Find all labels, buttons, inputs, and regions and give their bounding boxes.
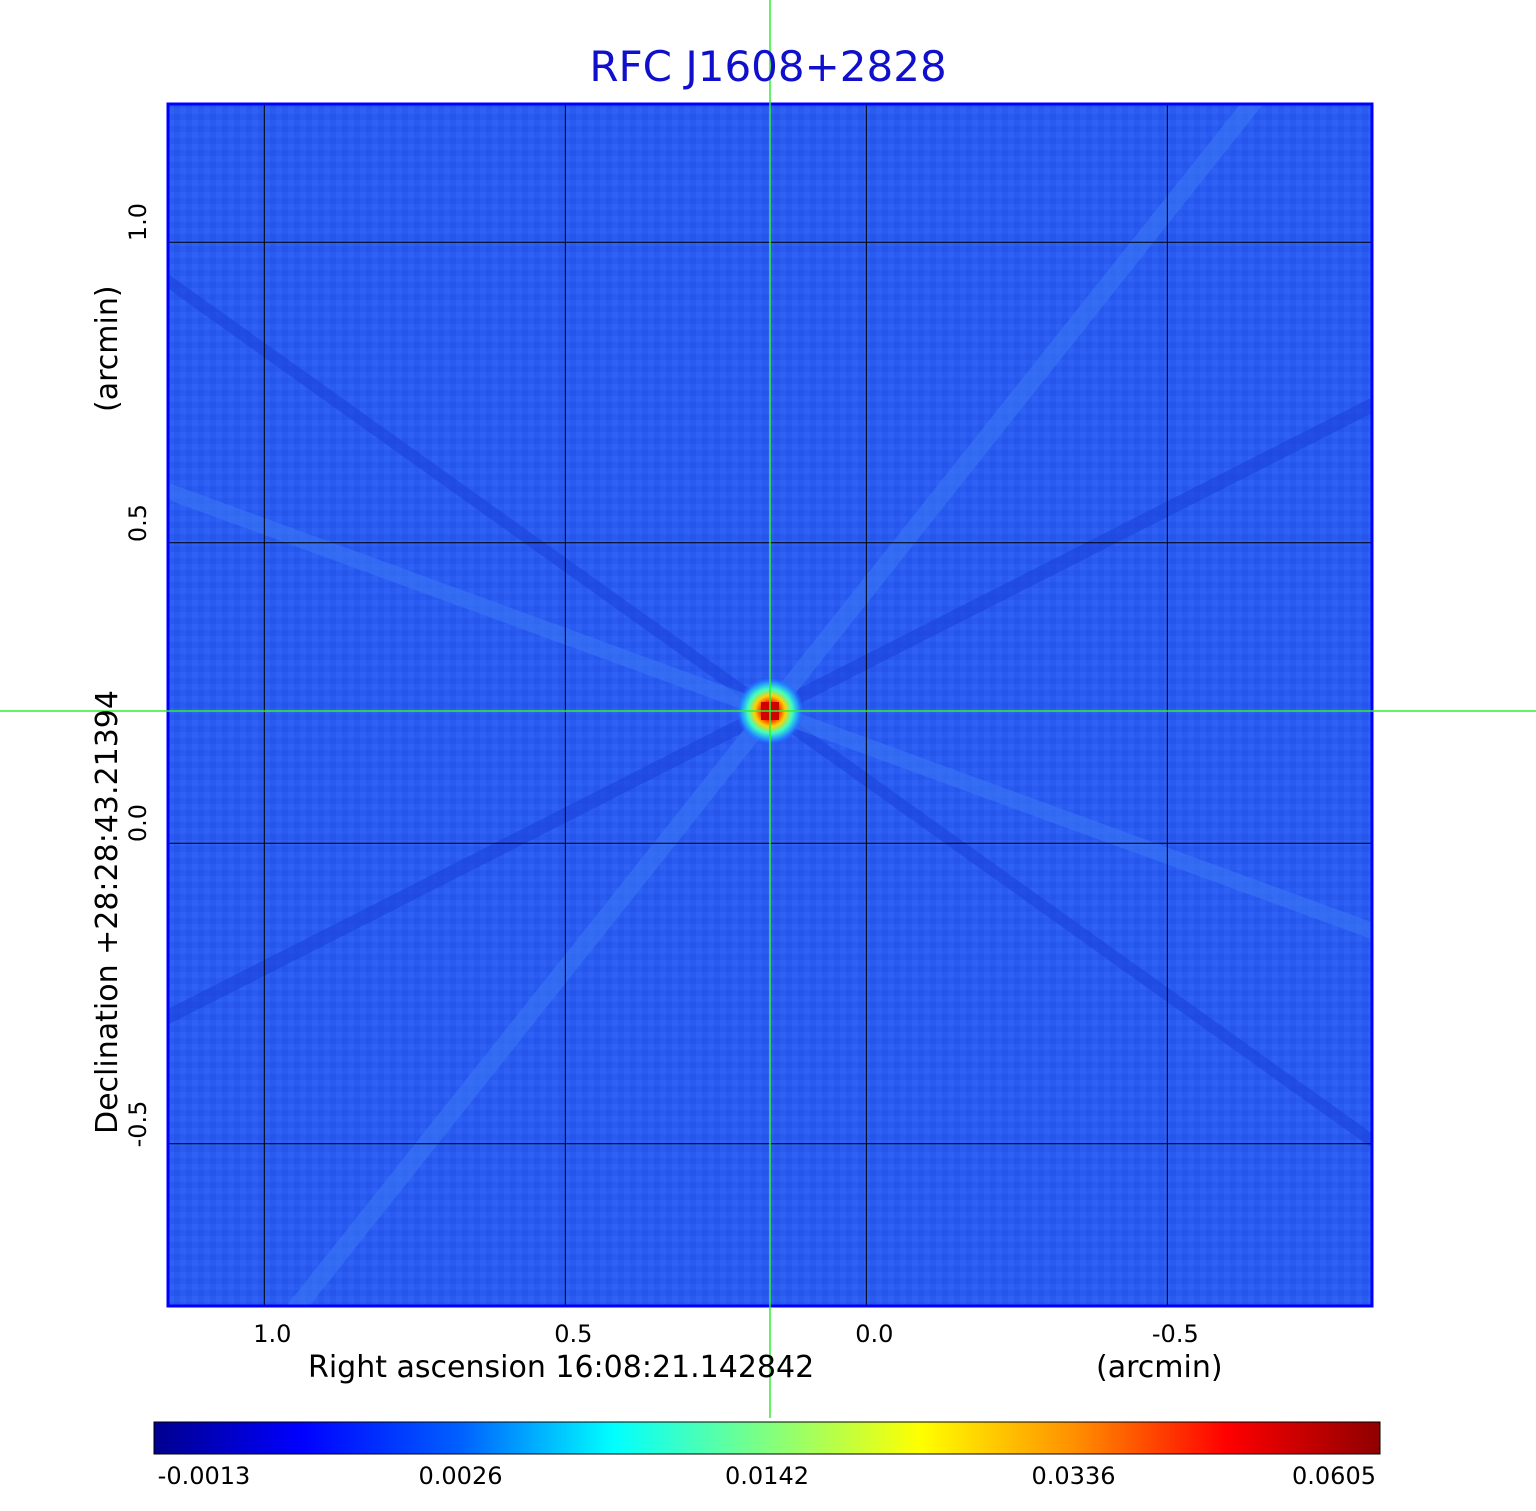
y-tick-label: 0.5 <box>124 503 152 542</box>
crosshair <box>0 0 1536 1418</box>
y-tick-label: 1.0 <box>124 203 152 242</box>
chart-title: RFC J1608+2828 <box>589 42 947 91</box>
colorbar <box>153 1421 1381 1455</box>
x-axis-unit: (arcmin) <box>1096 1350 1223 1385</box>
x-tick-label: 0.5 <box>554 1320 593 1348</box>
x-axis-label: Right ascension 16:08:21.142842 <box>308 1350 815 1385</box>
colorbar-tick-label: -0.0013 <box>157 1462 251 1490</box>
y-axis-unit: (arcmin) <box>90 285 125 412</box>
x-tick-label: 1.0 <box>253 1320 292 1348</box>
x-tick-label: -0.5 <box>1151 1320 1199 1348</box>
colorbar-tick-label: 0.0336 <box>1031 1462 1116 1490</box>
colorbar-tick-label: 0.0605 <box>1292 1462 1376 1490</box>
colorbar-tick-label: 0.0142 <box>725 1462 809 1490</box>
y-tick-label: 0.0 <box>124 804 152 843</box>
colorbar-tick-label: 0.0026 <box>418 1462 503 1490</box>
coordinate-grid <box>168 104 1372 1306</box>
y-tick-label: -0.5 <box>124 1100 152 1148</box>
x-tick-label: 0.0 <box>855 1320 894 1348</box>
y-axis-label: Declination +28:28:43.21394 <box>90 690 125 1134</box>
